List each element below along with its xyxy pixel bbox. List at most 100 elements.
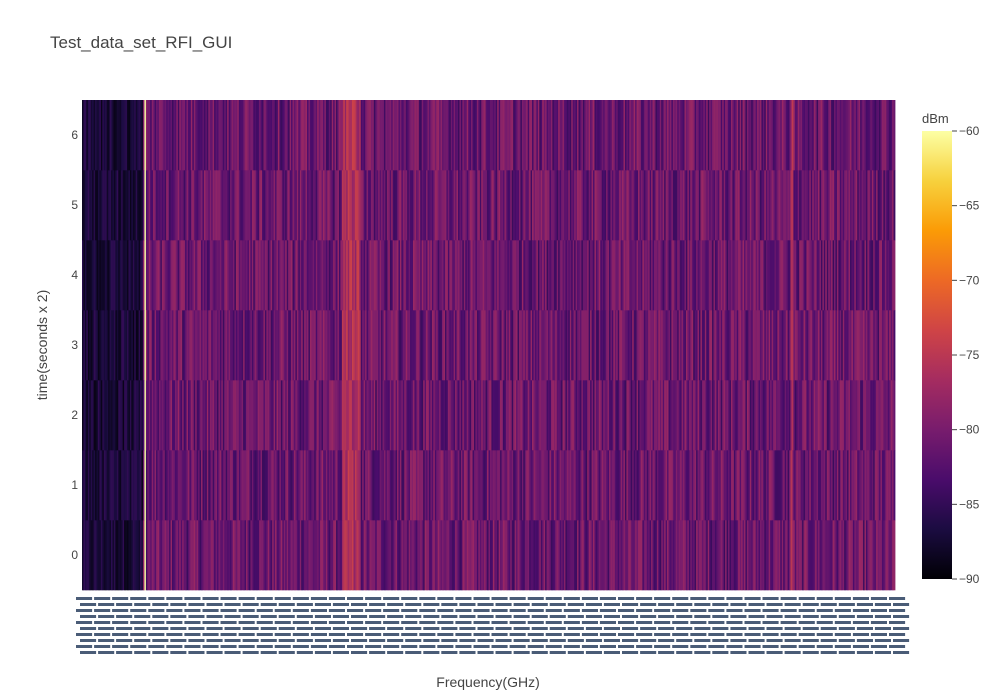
- heatmap-cell: [796, 100, 799, 171]
- heatmap-cell: [172, 170, 174, 241]
- x-tick-mark: [202, 633, 219, 636]
- heatmap-cell: [105, 240, 108, 311]
- heatmap-cell: [478, 310, 481, 381]
- heatmap-cell: [607, 170, 610, 241]
- heatmap-cell: [398, 520, 401, 591]
- heatmap-cell: [849, 100, 852, 171]
- heatmap-cell: [151, 100, 154, 171]
- heatmap-cell: [314, 450, 317, 521]
- heatmap-cell: [186, 520, 189, 591]
- heatmap-cell: [527, 310, 530, 381]
- heatmap-cell: [282, 450, 285, 521]
- heatmap-cell: [823, 100, 826, 171]
- heatmap-cell: [736, 520, 739, 591]
- heatmap-cell: [479, 170, 482, 241]
- heatmap-cell: [642, 170, 645, 241]
- heatmap-cell: [468, 170, 471, 241]
- x-tick-mark: [238, 609, 255, 612]
- heatmap-cell: [662, 310, 665, 381]
- heatmap-cell: [568, 100, 571, 171]
- heatmap-cell: [860, 520, 863, 591]
- heatmap-cell: [311, 310, 314, 381]
- heatmap-cell: [368, 170, 370, 241]
- heatmap-cell: [815, 170, 817, 241]
- heatmap-cell: [337, 100, 340, 171]
- heatmap-cell: [340, 450, 343, 521]
- heatmap-cell: [388, 380, 391, 451]
- heatmap-cell: [209, 310, 212, 381]
- heatmap-cell: [825, 380, 828, 451]
- heatmap-cell: [713, 520, 716, 591]
- heatmap-cell: [719, 310, 722, 381]
- heatmap-cell: [254, 310, 257, 381]
- heatmap-cell: [308, 240, 311, 311]
- heatmap-cell: [819, 380, 822, 451]
- heatmap-cell: [537, 450, 540, 521]
- heatmap-cell: [832, 170, 835, 241]
- heatmap-cell: [119, 380, 122, 451]
- heatmap-cell: [607, 380, 610, 451]
- heatmap-cell: [389, 170, 392, 241]
- heatmap-cell: [807, 100, 810, 171]
- heatmap-cell: [624, 380, 627, 451]
- heatmap-cell: [443, 170, 446, 241]
- heatmap-cell: [304, 380, 306, 451]
- heatmap-cell: [791, 170, 794, 241]
- heatmap-cell: [816, 520, 819, 591]
- heatmap-cell: [350, 240, 353, 311]
- heatmap-cell: [530, 520, 533, 591]
- heatmap-cell: [614, 170, 617, 241]
- x-tick-mark: [780, 609, 797, 612]
- heatmap-cell: [173, 170, 176, 241]
- heatmap-cell: [401, 170, 404, 241]
- heatmap-cell: [865, 170, 868, 241]
- heatmap-cell: [684, 380, 687, 451]
- heatmap-cell: [359, 240, 362, 311]
- x-tick-mark: [509, 597, 526, 600]
- heatmap-cell: [729, 100, 732, 171]
- heatmap-cell: [347, 520, 350, 591]
- heatmap-cell: [330, 450, 333, 521]
- heatmap-cell: [296, 520, 299, 591]
- x-tick-mark: [148, 609, 165, 612]
- heatmap-cells[interactable]: [82, 100, 896, 591]
- heatmap-cell: [690, 380, 693, 451]
- heatmap-cell: [119, 100, 122, 171]
- heatmap-cell: [523, 240, 526, 311]
- heatmap-cell: [638, 310, 640, 381]
- heatmap-cell: [813, 170, 816, 241]
- heatmap-cell: [378, 100, 381, 171]
- heatmap-cell: [423, 450, 426, 521]
- heatmap-cell: [503, 240, 505, 311]
- heatmap-cell: [260, 100, 263, 171]
- x-tick-mark: [748, 615, 765, 618]
- heatmap-cell: [568, 520, 571, 591]
- heatmap-cell: [754, 450, 757, 521]
- heatmap-cell: [861, 450, 864, 521]
- heatmap-cell: [331, 380, 334, 451]
- heatmap-cell: [459, 310, 462, 381]
- heatmap-cell: [799, 100, 802, 171]
- heatmap-cell: [433, 450, 436, 521]
- heatmap-cell: [157, 170, 160, 241]
- heatmap-cell: [312, 520, 315, 591]
- heatmap-cell: [482, 450, 485, 521]
- heatmap-cell: [436, 240, 439, 311]
- heatmap-cell: [643, 380, 646, 451]
- heatmap-cell: [305, 310, 308, 381]
- heatmap-cell: [510, 310, 513, 381]
- heatmap-cell: [683, 100, 685, 171]
- heatmap-cell: [447, 310, 450, 381]
- heatmap-cell: [224, 170, 227, 241]
- heatmap-cell: [839, 240, 842, 311]
- x-tick-mark: [549, 639, 566, 642]
- heatmap-cell: [759, 310, 762, 381]
- x-tick-mark: [563, 609, 580, 612]
- heatmap-cell: [163, 310, 166, 381]
- heatmap-cell: [638, 380, 640, 451]
- x-tick-mark: [509, 609, 526, 612]
- heatmap-cell: [800, 310, 803, 381]
- heatmap-cell: [716, 310, 719, 381]
- x-tick-mark: [459, 651, 476, 654]
- heatmap-cell: [308, 310, 311, 381]
